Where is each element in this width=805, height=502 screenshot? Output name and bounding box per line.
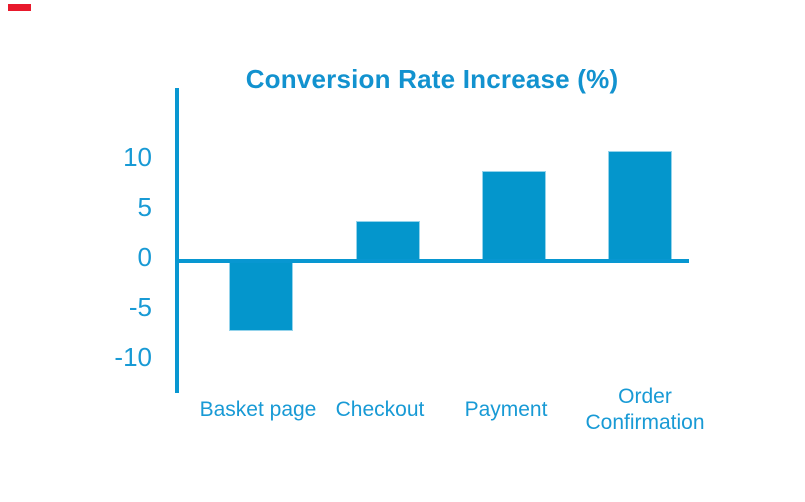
zero-baseline <box>175 259 689 263</box>
y-tick-label: -10 <box>114 342 152 372</box>
y-tick-label: 5 <box>137 192 152 222</box>
red-dash-marker <box>8 4 31 11</box>
x-axis-label: Payment <box>464 398 548 421</box>
bar-checkout <box>355 221 420 261</box>
bar-payment <box>482 171 546 261</box>
y-axis-line <box>175 88 179 393</box>
y-tick-label: 0 <box>137 242 152 272</box>
x-axis-label: Order Confirmation <box>585 385 705 434</box>
y-tick-label: -5 <box>128 292 152 322</box>
bar-basket-page <box>229 261 293 331</box>
chart-title: Conversion Rate Increase (%) <box>245 64 619 94</box>
bar-order-confirmation <box>608 151 672 261</box>
x-axis-label: Checkout <box>335 398 425 421</box>
y-tick-label: 10 <box>123 142 152 172</box>
x-axis-label: Basket page <box>199 398 317 421</box>
